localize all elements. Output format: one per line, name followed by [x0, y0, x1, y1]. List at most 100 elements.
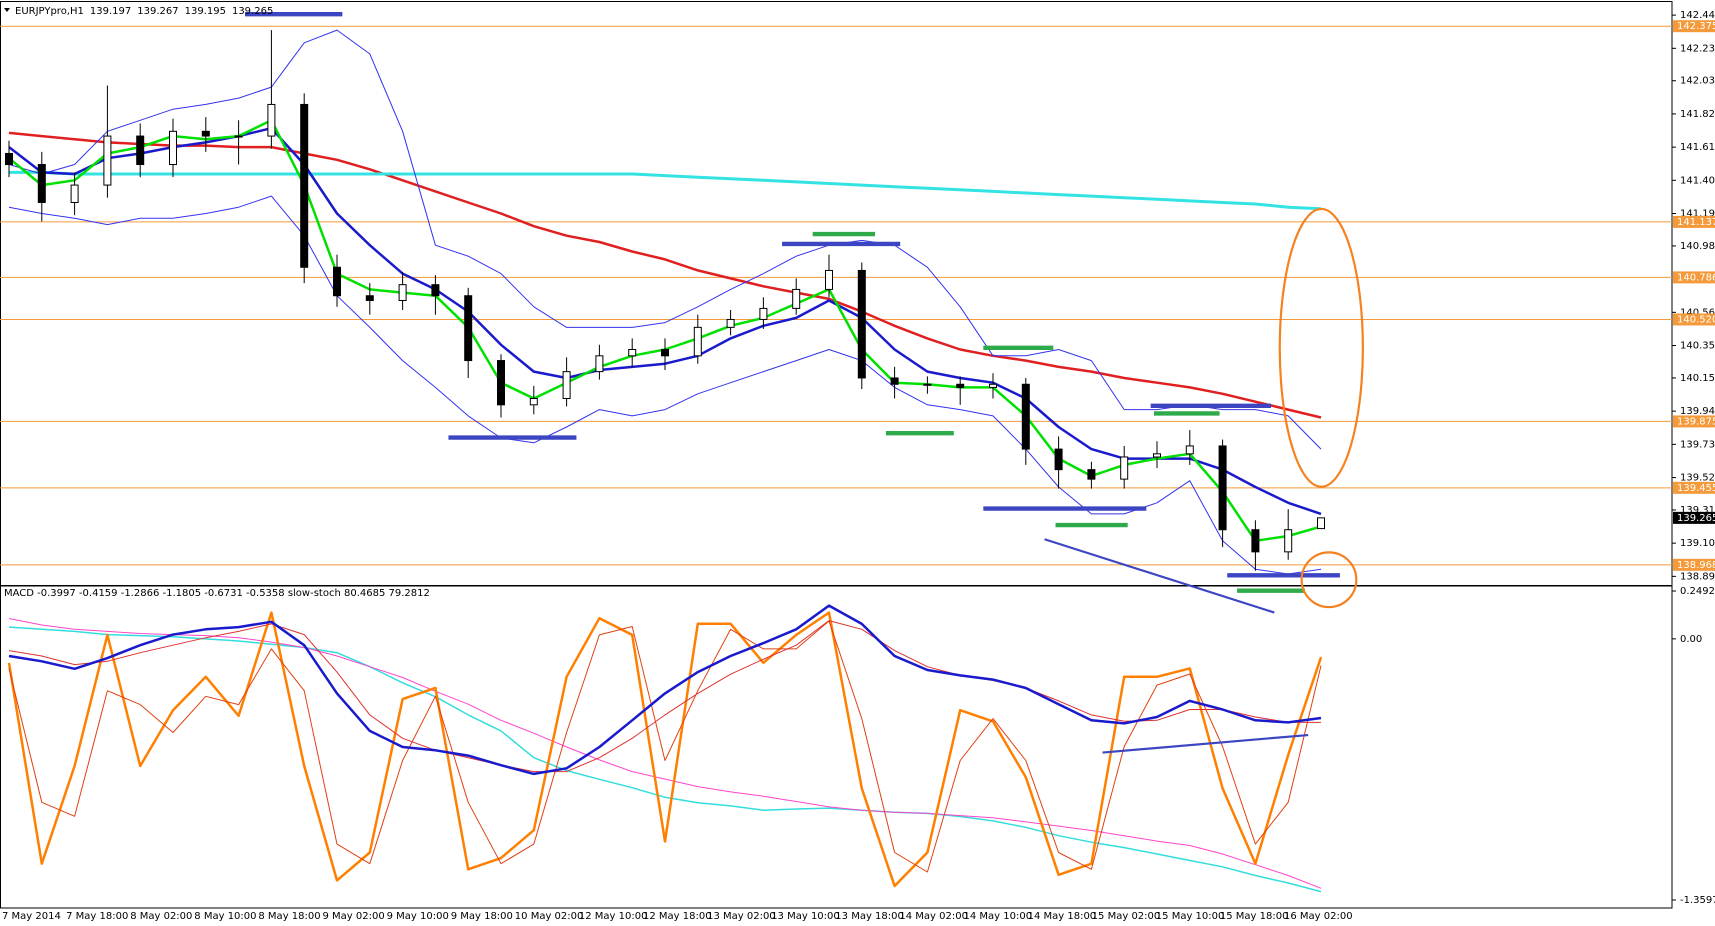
y-tick-label: 139.315	[1680, 505, 1715, 516]
candle-body	[857, 269, 866, 379]
candle-body	[300, 103, 309, 268]
x-tick-label: 16 May 02:00	[1284, 911, 1353, 922]
macd-title: MACD -0.3997 -0.4159 -1.2866 -1.1805 -0.…	[4, 588, 430, 599]
x-tick-label: 12 May 10:00	[579, 911, 648, 922]
level-label: 141.137	[1677, 217, 1715, 228]
level-label: 140.786	[1677, 272, 1715, 283]
y-tick-label: 0.2492	[1680, 586, 1715, 597]
highlight-ellipse	[1278, 207, 1364, 488]
y-tick-label: 140.985	[1680, 241, 1715, 252]
candle-body	[136, 135, 145, 166]
x-tick-label: 7 May 18:00	[66, 911, 128, 922]
candle-body	[956, 383, 965, 388]
y-tick-label: 138.895	[1680, 571, 1715, 582]
level-label: 140.520	[1677, 314, 1715, 325]
x-tick-label: 8 May 10:00	[194, 911, 256, 922]
candle-body	[5, 152, 13, 166]
y-tick-label: 139.105	[1680, 538, 1715, 549]
indicator-line	[9, 170, 1322, 211]
candle-body	[431, 284, 440, 297]
x-tick-label: 13 May 10:00	[771, 911, 840, 922]
candle-body	[1054, 448, 1063, 471]
candle-body	[1087, 469, 1096, 480]
candle-body	[365, 295, 374, 301]
level-label-box	[1673, 20, 1715, 33]
candle-body	[169, 130, 177, 166]
y-tick-label: 142.445	[1680, 10, 1715, 21]
candle-body	[989, 383, 997, 388]
level-label: 139.455	[1677, 483, 1715, 494]
y-tick-label: 139.940	[1680, 406, 1715, 417]
indicator-line	[7, 611, 1323, 888]
candle-body	[70, 184, 79, 203]
y-tick-label: 0.00	[1680, 634, 1702, 645]
header-text: 139.265	[232, 6, 273, 17]
y-tick-label: 140.355	[1680, 341, 1715, 352]
y-tick-label: 141.820	[1680, 109, 1715, 120]
candle-body	[201, 130, 210, 137]
y-tick-label: -1.3597	[1680, 895, 1715, 906]
candle-body	[1317, 517, 1325, 530]
level-label-box	[1673, 481, 1715, 494]
marks	[5, 29, 1325, 893]
highlight-circle	[1300, 551, 1358, 609]
y-tick-label: 140.150	[1680, 373, 1715, 384]
panels	[0, 1, 1676, 909]
candle-body	[464, 295, 473, 362]
candle-body	[1251, 529, 1260, 553]
y-tick-label: 140.565	[1680, 307, 1715, 318]
level-label-box	[1673, 271, 1715, 284]
candle-body	[628, 348, 637, 357]
level-label: 138.968	[1677, 560, 1715, 571]
indicator-line	[8, 604, 1322, 776]
candle-body	[759, 307, 768, 320]
x-tick-label: 14 May 18:00	[1028, 911, 1097, 922]
candle-body	[1185, 445, 1194, 455]
x-tick-label: 8 May 02:00	[130, 911, 192, 922]
level-label-box	[1673, 215, 1715, 228]
indicator-line	[8, 626, 1322, 893]
candle-body	[890, 377, 899, 385]
x-tick-label: 15 May 10:00	[1156, 911, 1225, 922]
candle-body	[103, 135, 112, 186]
texts: 142.445 142.235 142.030 141.820 141.610 141.4…	[2, 6, 1715, 922]
indicator-line	[8, 620, 1322, 873]
header-text: 139.267	[137, 6, 178, 17]
level-label-box	[1673, 313, 1715, 326]
candle-body	[595, 355, 604, 373]
x-tick-label: 9 May 10:00	[387, 911, 449, 922]
y-tick-label: 141.190	[1680, 209, 1715, 220]
x-tick-label: 10 May 02:00	[515, 911, 584, 922]
candle-body	[1153, 453, 1161, 458]
x-tick-label: 13 May 18:00	[835, 911, 904, 922]
y-tick-label: 142.235	[1680, 43, 1715, 54]
candle-body	[1284, 529, 1293, 553]
indicator-line	[8, 620, 1321, 773]
candle-body	[267, 103, 276, 137]
x-tick-label: 13 May 02:00	[707, 911, 776, 922]
candle-body	[792, 288, 801, 309]
y-tick-label: 142.030	[1680, 76, 1715, 87]
candle-body	[1120, 456, 1129, 480]
x-tick-label: 8 May 18:00	[258, 911, 320, 922]
trend-line	[1102, 733, 1309, 754]
candle-body	[37, 164, 46, 203]
level-label: 139.875	[1677, 416, 1715, 427]
candle-body	[333, 266, 341, 297]
last-price-label: 139.265	[1677, 513, 1715, 524]
indicator-line	[8, 131, 1322, 419]
candle-body	[398, 284, 407, 301]
level-label: 142.375	[1677, 21, 1715, 32]
indicator-line	[8, 29, 1322, 450]
candle-body	[529, 398, 538, 406]
level-label-box	[1673, 415, 1715, 428]
x-tick-label: 9 May 18:00	[451, 911, 513, 922]
y-tick-label: 139.520	[1680, 473, 1715, 484]
y-tick-label: 141.610	[1680, 142, 1715, 153]
candle-body	[923, 383, 932, 386]
trend-line	[1044, 538, 1275, 614]
menu-icon	[4, 8, 10, 12]
x-tick-label: 7 May 2014	[2, 911, 61, 922]
